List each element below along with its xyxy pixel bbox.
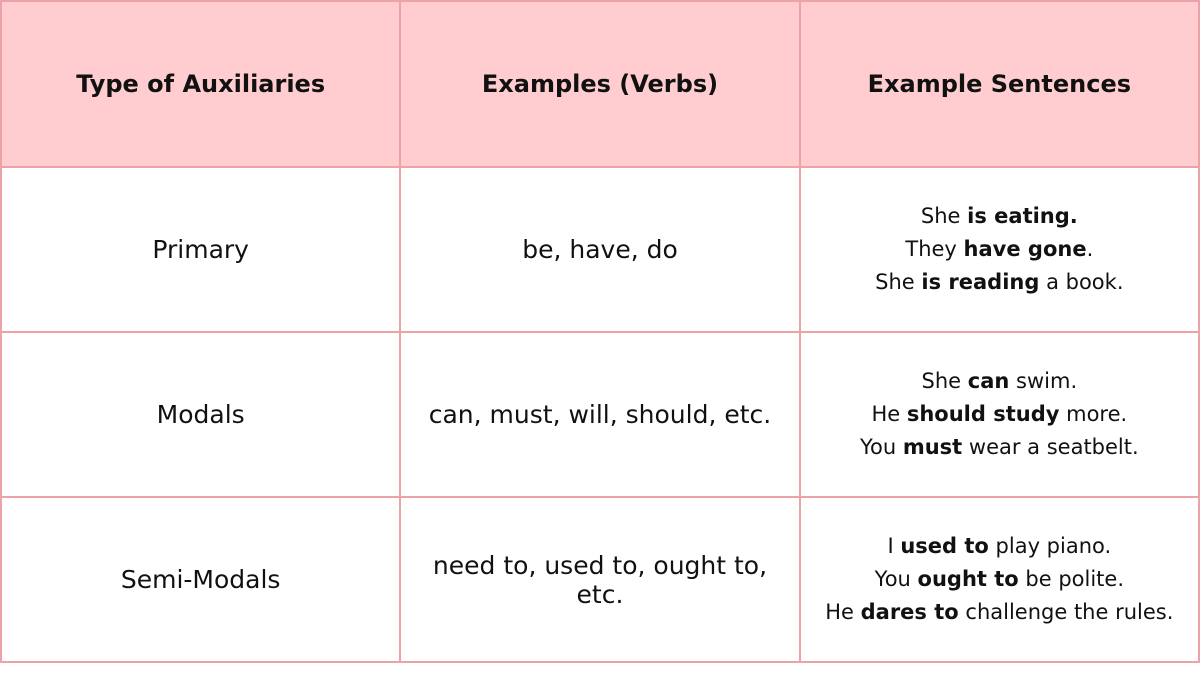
table-row: Primary be, have, do She is eating. They …: [0, 166, 1200, 333]
example-sentence: She is reading a book.: [815, 266, 1184, 299]
examples-cell: need to, used to, ought to, etc.: [399, 496, 801, 663]
example-sentence: She is eating.: [815, 200, 1184, 233]
sentence-text: They: [905, 237, 964, 261]
sentences-cell: She is eating. They have gone. She is read…: [798, 166, 1200, 333]
sentence-text: be polite.: [1018, 567, 1124, 591]
auxiliary-highlight: have gone: [963, 237, 1087, 261]
auxiliary-highlight: dares to: [860, 600, 959, 624]
auxiliary-highlight: is reading: [921, 270, 1040, 294]
sentence-text: You: [874, 567, 918, 591]
header-examples: Examples (Verbs): [399, 0, 801, 168]
sentence-text: I: [887, 534, 901, 558]
auxiliary-highlight: should study: [906, 402, 1060, 426]
example-sentence: You ought to be polite.: [815, 563, 1184, 596]
example-sentence: You must wear a seatbelt.: [815, 431, 1184, 464]
auxiliary-highlight: can: [967, 369, 1010, 393]
sentence-text: more.: [1059, 402, 1128, 426]
example-sentence: I used to play piano.: [815, 530, 1184, 563]
sentence-text: She: [920, 204, 968, 228]
sentence-text: She: [875, 270, 922, 294]
sentence-text: She: [921, 369, 968, 393]
sentence-text: wear a seatbelt.: [962, 435, 1139, 459]
sentence-text: .: [1086, 237, 1094, 261]
header-row: Type of Auxiliaries Examples (Verbs) Exa…: [0, 0, 1200, 168]
sentence-text: swim.: [1009, 369, 1078, 393]
type-cell: Semi-Modals: [0, 496, 402, 663]
example-sentence: He dares to challenge the rules.: [815, 596, 1184, 629]
header-sentences: Example Sentences: [798, 0, 1200, 168]
examples-cell: be, have, do: [399, 166, 801, 333]
sentence-text: a book.: [1039, 270, 1124, 294]
sentences-cell: She can swim. He should study more. You mu…: [798, 331, 1200, 498]
example-sentence: They have gone.: [815, 233, 1184, 266]
table-row: Modals can, must, will, should, etc. She…: [0, 331, 1200, 498]
auxiliary-highlight: must: [902, 435, 963, 459]
example-sentence: She can swim.: [815, 365, 1184, 398]
auxiliary-highlight: used to: [900, 534, 989, 558]
examples-cell: can, must, will, should, etc.: [399, 331, 801, 498]
auxiliary-highlight: ought to: [917, 567, 1019, 591]
table-row: Semi-Modals need to, used to, ought to, …: [0, 496, 1200, 663]
header-type: Type of Auxiliaries: [0, 0, 402, 168]
example-sentence: He should study more.: [815, 398, 1184, 431]
sentence-text: challenge the rules.: [958, 600, 1174, 624]
sentence-text: He: [825, 600, 861, 624]
type-cell: Primary: [0, 166, 402, 333]
sentence-text: He: [871, 402, 907, 426]
auxiliary-highlight: is eating.: [967, 204, 1078, 228]
sentence-text: You: [859, 435, 903, 459]
sentences-cell: I used to play piano. You ought to be pol…: [798, 496, 1200, 663]
sentence-text: play piano.: [988, 534, 1112, 558]
type-cell: Modals: [0, 331, 402, 498]
